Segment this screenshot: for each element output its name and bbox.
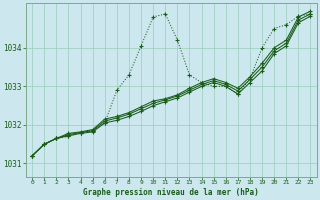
X-axis label: Graphe pression niveau de la mer (hPa): Graphe pression niveau de la mer (hPa) (84, 188, 259, 197)
